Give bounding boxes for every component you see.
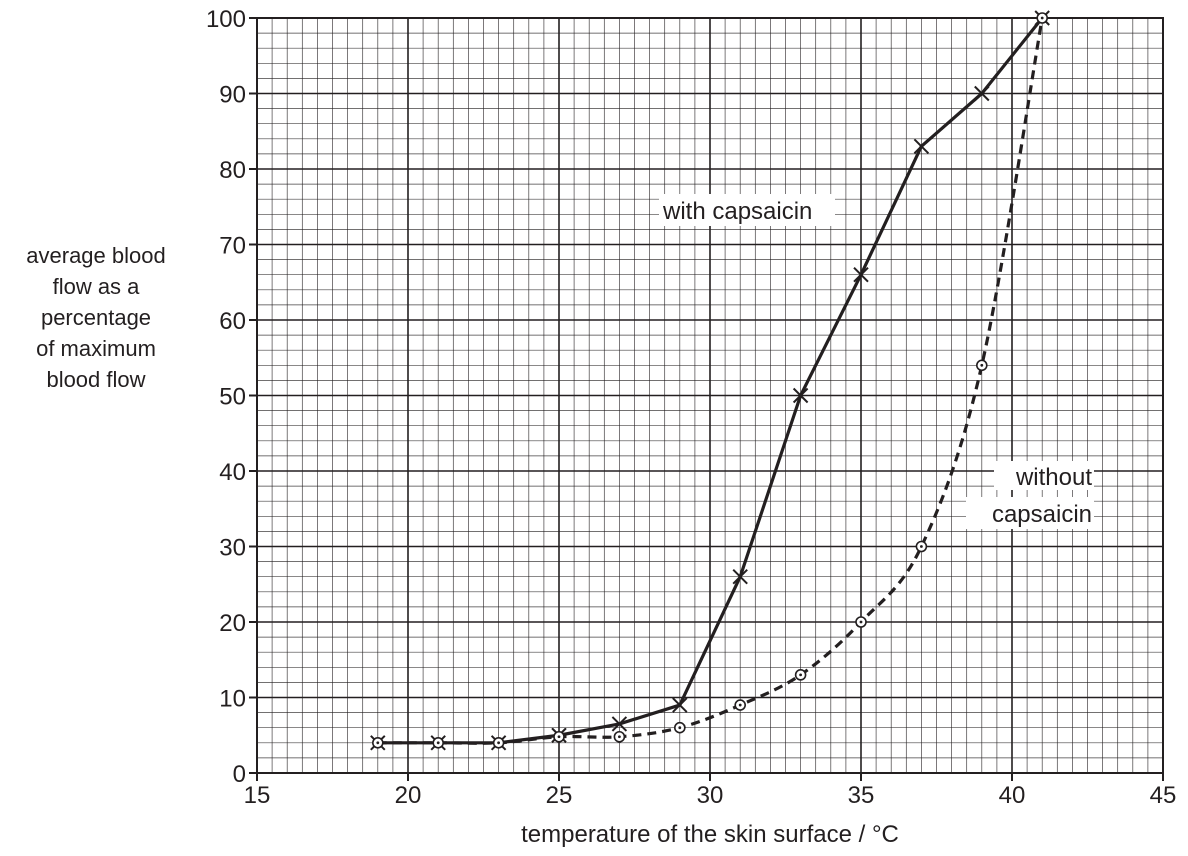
dotted-circle-marker [673,721,686,734]
y-tick-label: 70 [219,233,246,260]
x-tick-label: 45 [1150,782,1177,809]
dotted-circle-marker [1036,12,1048,24]
x-tick-label: 15 [244,782,271,809]
cross-marker [792,387,809,404]
dotted-circle-marker [492,736,505,749]
y-tick-label: 100 [206,6,246,33]
x-tick-label: 20 [395,782,422,809]
cross-marker [974,85,990,102]
y-tick-label: 40 [219,459,246,486]
series-annotations: with capsaicin without capsaicin [659,194,1094,529]
dotted-circle-marker [371,736,384,749]
y-axis-label-line: flow as a [52,274,140,299]
cross-marker [913,138,930,155]
y-axis-label: average blood flow as a percentage of ma… [4,240,188,395]
cross-marker [611,716,628,732]
x-tick-label: 35 [848,782,875,809]
y-axis-label-line: percentage [40,305,152,330]
x-tick-label: 30 [697,782,724,809]
y-tick-label: 60 [219,308,246,335]
y-tick-label: 30 [219,535,246,562]
annotation-without-line-1: without [1015,464,1092,491]
x-axis-label: temperature of the skin surface / °C [521,821,899,848]
dotted-circle-marker [915,540,928,553]
y-tick-label: 10 [219,686,246,713]
dotted-circle-marker [794,669,807,681]
y-tick-label: 0 [233,761,246,788]
axis-ticks [249,17,1164,781]
y-axis-label-line: blood flow [46,367,146,392]
y-tick-label: 50 [219,384,246,411]
y-tick-label: 80 [219,157,246,184]
y-axis-label-line: average blood [26,243,166,268]
dotted-circle-marker [613,730,626,743]
dotted-circle-marker [734,699,747,711]
x-tick-label: 25 [546,782,573,809]
annotation-without-line-2: capsaicin [992,501,1092,528]
series-lines [377,17,1044,745]
cross-marker [732,568,748,585]
series-line-without-capsaicin [377,17,1044,745]
annotation-with-capsaicin: with capsaicin [662,198,812,225]
cross-marker [672,697,688,713]
tick-labels: 15 20 25 30 35 40 45 0 10 20 30 40 50 60 70 80 90 100 [206,6,1176,809]
cross-marker [853,266,869,283]
y-tick-label: 90 [219,82,246,109]
dotted-circle-marker [855,616,867,628]
y-axis-label-line: of maximum [36,336,156,361]
dotted-circle-marker [975,359,988,372]
x-tick-label: 40 [999,782,1026,809]
data-markers [370,10,1050,751]
dotted-circle-marker [432,736,445,749]
y-tick-label: 20 [219,610,246,637]
dotted-circle-marker [553,730,565,743]
